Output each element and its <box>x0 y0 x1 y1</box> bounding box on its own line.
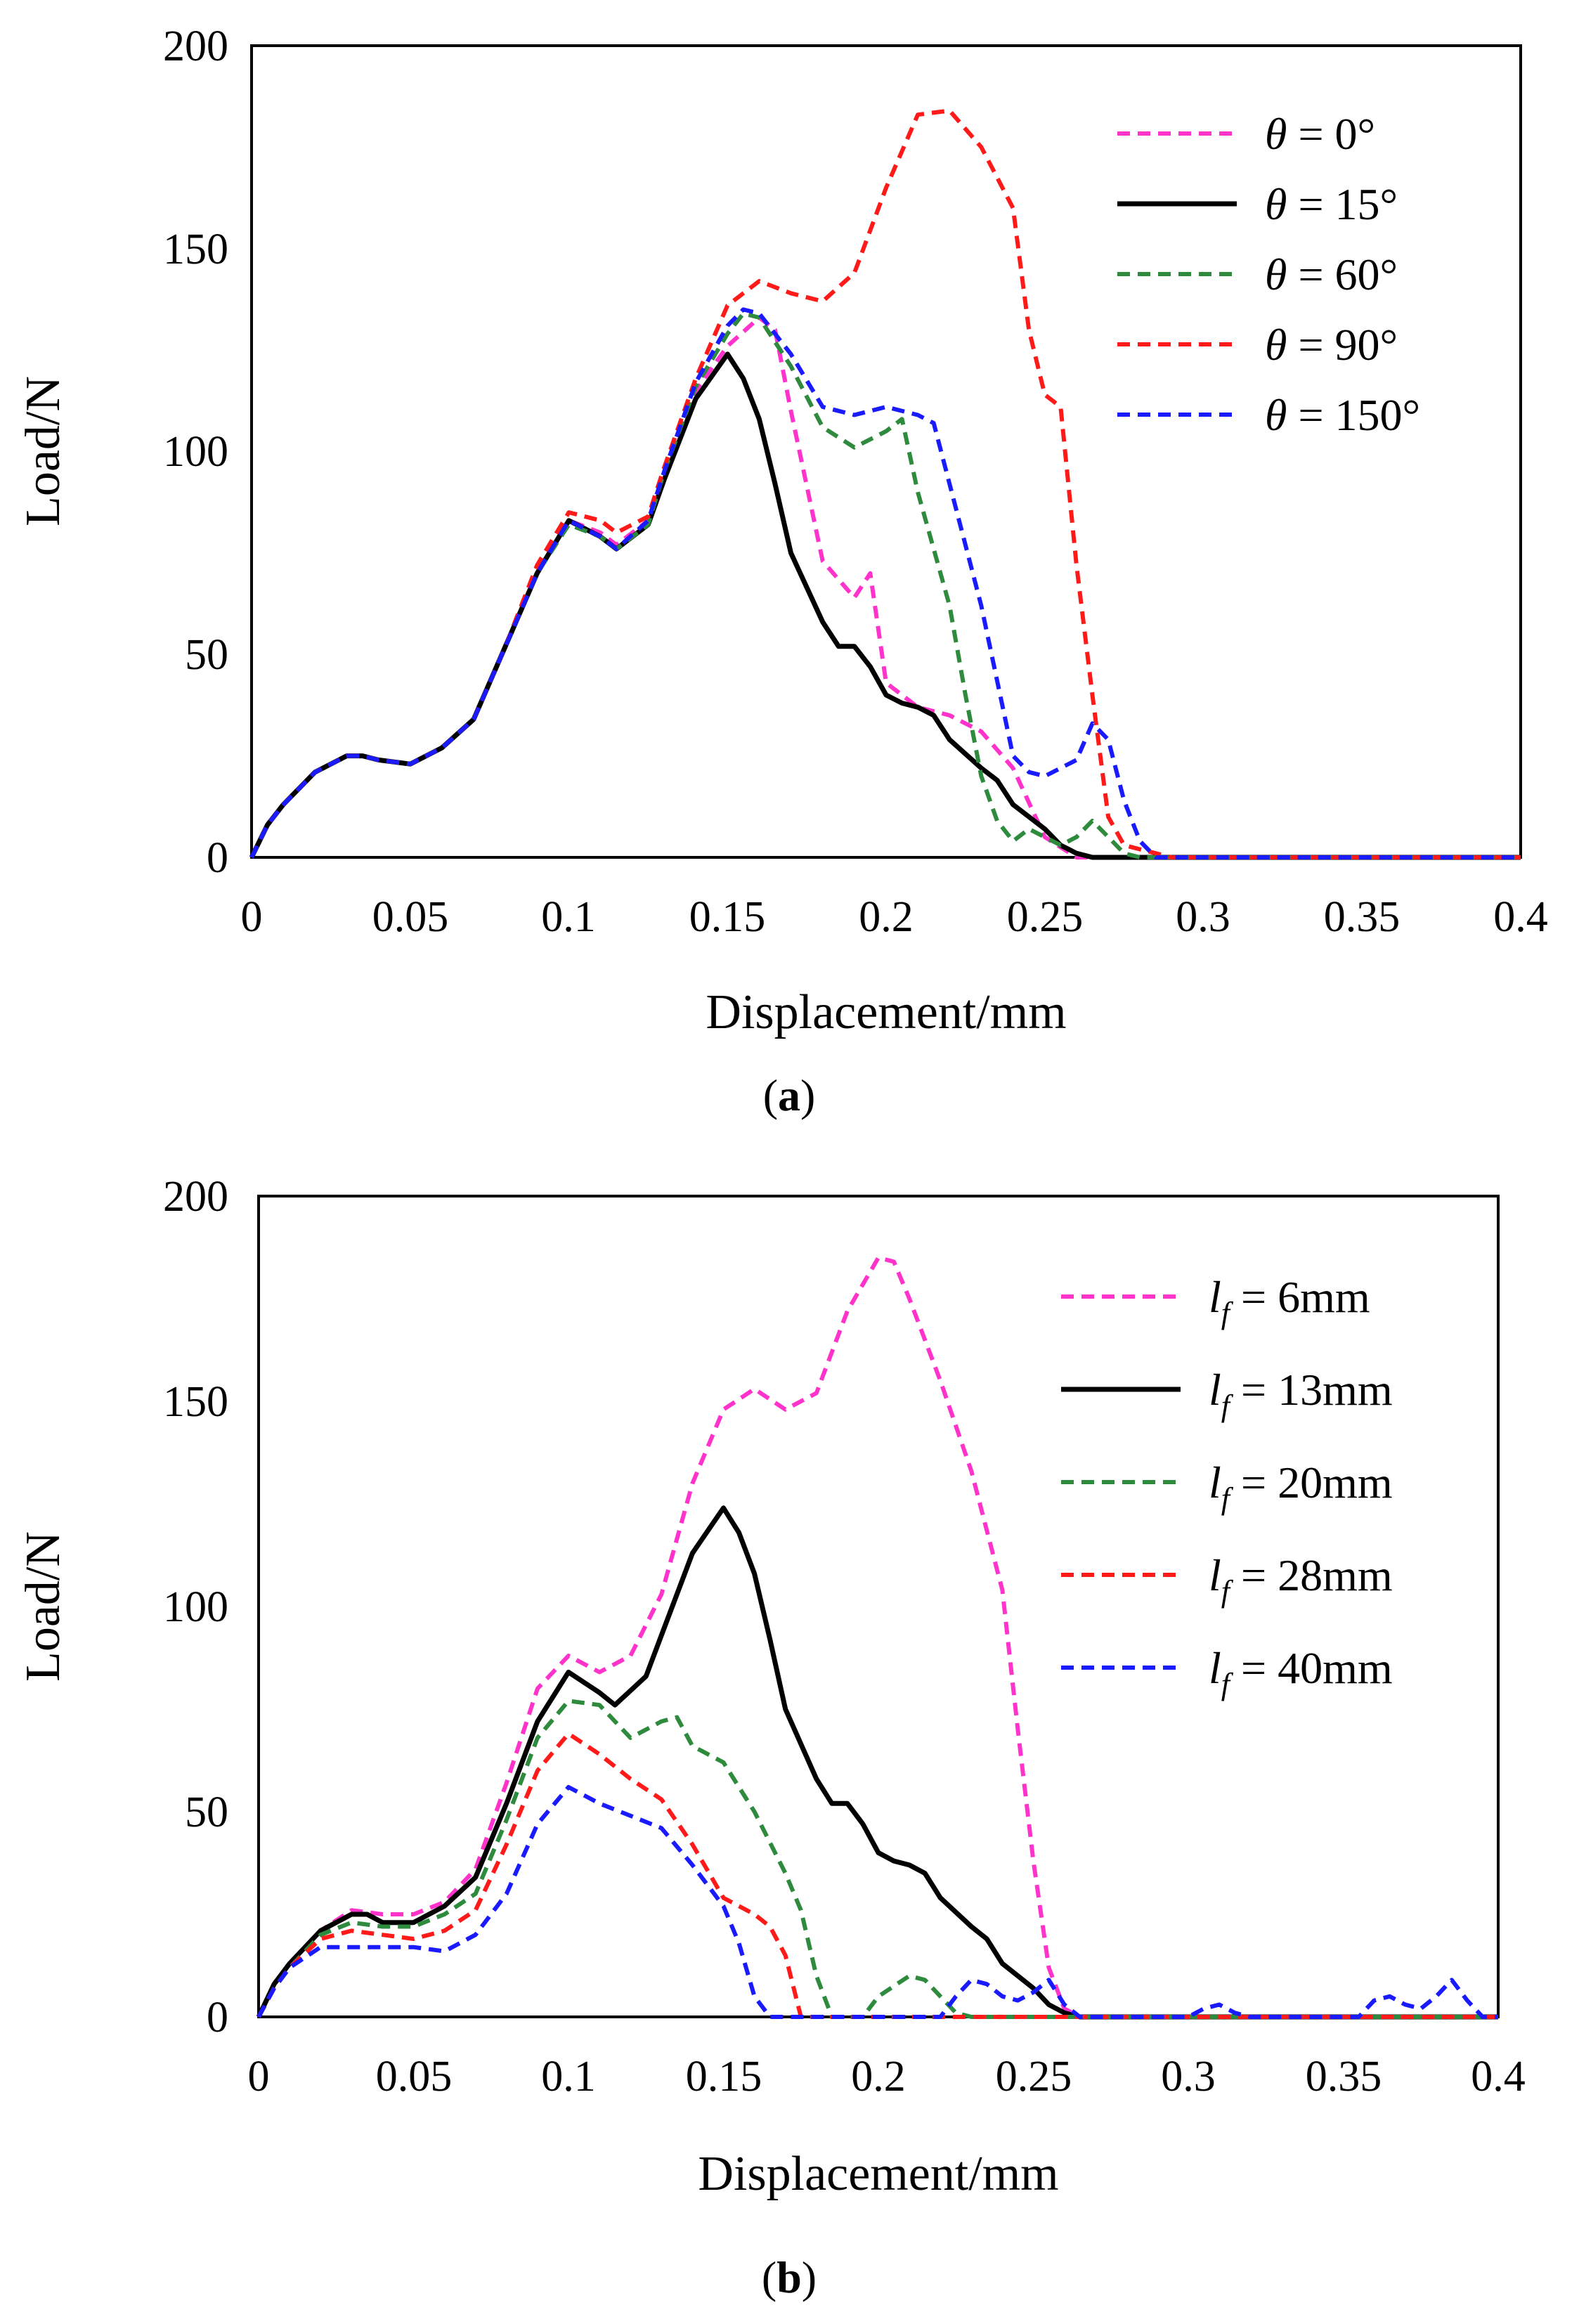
series-layer <box>249 108 1521 860</box>
y-tick-label: 150 <box>163 226 228 273</box>
series-layer <box>256 1255 1498 2020</box>
legend: θ = 0°θ = 15°θ = 60°θ = 90°θ = 150° <box>1117 109 1420 440</box>
legend-value: = 15° <box>1287 179 1398 229</box>
legend-symbol: θ <box>1265 249 1287 299</box>
legend-label: lf = 13mm <box>1209 1365 1393 1423</box>
x-tick-label: 0.3 <box>1161 2053 1216 2101</box>
legend-symbol: θ <box>1265 109 1287 159</box>
legend-label: θ = 15° <box>1265 179 1398 229</box>
legend-value: = 0° <box>1287 109 1375 159</box>
x-tick-label: 0 <box>248 2053 270 2101</box>
legend-symbol: l <box>1209 1272 1221 1322</box>
y-tick-label: 150 <box>163 1378 228 1426</box>
legend-symbol: l <box>1209 1458 1221 1507</box>
y-tick-label: 0 <box>207 834 228 882</box>
legend-label: lf = 20mm <box>1209 1458 1393 1516</box>
legend-label: lf = 28mm <box>1209 1550 1393 1609</box>
legend-label: θ = 90° <box>1265 320 1398 370</box>
y-tick-label: 50 <box>185 1789 228 1836</box>
legend-value: = 20mm <box>1230 1458 1393 1507</box>
plot-frame <box>250 44 1522 859</box>
series-line-5 <box>249 307 1521 859</box>
y-axis-title: Load/N <box>16 376 70 526</box>
series-line-3 <box>256 1699 1498 2019</box>
x-tick-label: 0.05 <box>372 893 449 941</box>
series-line-5 <box>256 1785 1498 2019</box>
x-tick-label: 0.35 <box>1306 2053 1382 2101</box>
x-tick-label: 0.15 <box>689 893 766 941</box>
y-tick-label: 50 <box>185 631 228 679</box>
y-tick-labels: 200 150 100 50 0 <box>163 1173 228 2041</box>
legend-label: θ = 0° <box>1265 109 1375 159</box>
legend-value: = 60° <box>1287 249 1398 299</box>
x-tick-label: 0 <box>241 893 263 941</box>
panel-letter: a <box>778 1070 800 1120</box>
legend-symbol: l <box>1209 1643 1221 1693</box>
x-tick-label: 0.2 <box>859 893 914 941</box>
x-axis-title: Displacement/mm <box>706 985 1066 1039</box>
y-tick-label: 100 <box>163 428 228 476</box>
x-tick-labels: 0 0.05 0.1 0.15 0.2 0.25 0.3 0.35 0.4 <box>248 2053 1526 2101</box>
y-tick-label: 0 <box>207 1994 228 2041</box>
legend-symbol: l <box>1209 1550 1221 1600</box>
x-axis-title: Displacement/mm <box>698 2147 1058 2201</box>
series-line-2 <box>256 1505 1498 2020</box>
panel-label-a: (a) <box>763 1070 816 1120</box>
legend-value: = 40mm <box>1230 1643 1393 1693</box>
legend-label: θ = 150° <box>1265 390 1420 440</box>
chart-panel-a: 200 150 100 50 0 0 0.05 0.1 0.15 0.2 0.2… <box>16 22 1548 1120</box>
panel-letter: b <box>776 2252 802 2302</box>
y-axis-title: Load/N <box>16 1531 70 1682</box>
x-tick-label: 0.15 <box>686 2053 762 2101</box>
legend: lf = 6mm lf = 13mm lf = 20mm lf = 28mm lf = … <box>1061 1272 1393 1701</box>
x-tick-label: 0.25 <box>996 2053 1072 2101</box>
x-tick-label: 0.1 <box>541 893 596 941</box>
x-tick-labels: 0 0.05 0.1 0.15 0.2 0.25 0.3 0.35 0.4 <box>241 893 1548 941</box>
legend-value: = 150° <box>1287 390 1420 440</box>
panel-label-b: (b) <box>762 2252 817 2302</box>
x-tick-label: 0.4 <box>1471 2053 1526 2101</box>
x-tick-label: 0.1 <box>541 2053 596 2101</box>
y-tick-labels: 200 150 100 50 0 <box>163 22 228 882</box>
x-tick-label: 0.05 <box>376 2053 453 2101</box>
x-tick-label: 0.4 <box>1493 893 1548 941</box>
series-line-1 <box>256 1255 1498 2019</box>
legend-value: = 28mm <box>1230 1550 1393 1600</box>
legend-label: lf = 40mm <box>1209 1643 1393 1701</box>
x-tick-label: 0.35 <box>1324 893 1401 941</box>
series-line-4 <box>256 1732 1498 2019</box>
legend-value: = 13mm <box>1230 1365 1393 1415</box>
x-tick-label: 0.3 <box>1176 893 1230 941</box>
legend-label: θ = 60° <box>1265 249 1398 299</box>
legend-symbol: θ <box>1265 390 1287 440</box>
x-tick-label: 0.2 <box>851 2053 906 2101</box>
x-tick-label: 0.25 <box>1007 893 1084 941</box>
y-tick-label: 100 <box>163 1583 228 1631</box>
legend-symbol: l <box>1209 1365 1221 1415</box>
y-tick-label: 200 <box>163 1173 228 1221</box>
chart-panel-b: 200 150 100 50 0 0 0.05 0.1 0.15 0.2 0.2… <box>16 1173 1526 2302</box>
legend-value: = 90° <box>1287 320 1398 370</box>
series-line-3 <box>249 311 1521 859</box>
legend-value: = 6mm <box>1230 1272 1370 1322</box>
y-tick-label: 200 <box>163 22 228 70</box>
legend-symbol: θ <box>1265 320 1287 370</box>
legend-label: lf = 6mm <box>1209 1272 1370 1330</box>
legend-symbol: θ <box>1265 179 1287 229</box>
